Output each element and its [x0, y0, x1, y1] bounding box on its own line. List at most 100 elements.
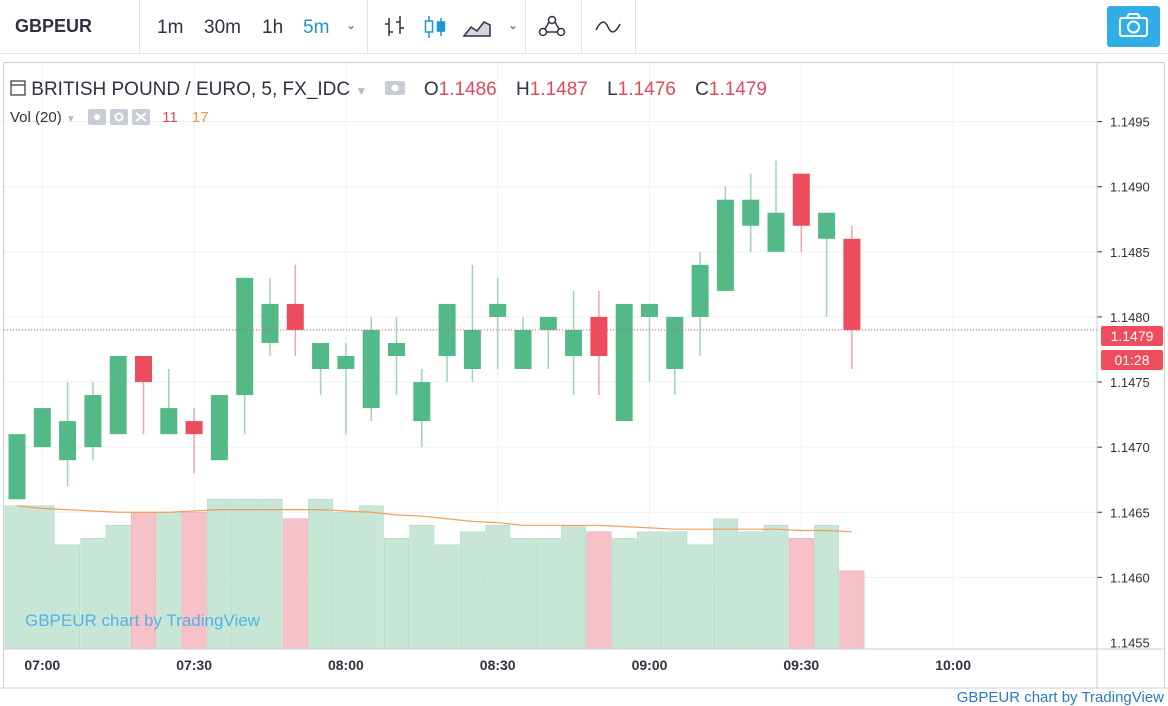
candle[interactable] — [463, 264, 481, 383]
footer-credit-link[interactable]: GBPEUR chart by TradingView — [956, 689, 1164, 706]
candle[interactable] — [109, 356, 127, 435]
candle-body — [792, 173, 810, 226]
volume-bar — [485, 524, 511, 650]
y-tick-label: 1.1480 — [1110, 310, 1150, 325]
candle[interactable] — [767, 160, 785, 252]
candle[interactable] — [362, 316, 380, 422]
top-toolbar: GBPEUR 1m 30m 1h 5m ⌄ ⌄ — [0, 0, 1168, 54]
volume-bar — [510, 538, 536, 650]
candle[interactable] — [565, 290, 583, 396]
volume-bar — [333, 511, 359, 650]
candle[interactable] — [716, 186, 734, 291]
candle[interactable] — [641, 303, 658, 383]
toolbar-divider — [581, 0, 582, 54]
candle[interactable] — [691, 251, 709, 356]
interval-dropdown-chevron-icon[interactable]: ⌄ — [346, 18, 357, 32]
candle-body — [463, 329, 481, 370]
candles-chart-style-icon[interactable] — [420, 12, 450, 42]
candle-body — [716, 199, 734, 291]
candle[interactable] — [514, 316, 532, 370]
candle[interactable] — [8, 434, 26, 500]
y-tick-label: 1.1460 — [1110, 570, 1150, 585]
volume-bar — [105, 524, 131, 650]
candle[interactable] — [792, 173, 810, 252]
candle-body — [438, 303, 456, 356]
symbol-legend: BRITISH POUND / EURO, 5, FX_IDC ▼ O1.148… — [10, 79, 767, 101]
volume-dropdown-chevron-icon[interactable]: ▼ — [65, 114, 76, 125]
indicators-icon[interactable] — [593, 12, 623, 42]
y-tick-label: 1.1495 — [1110, 115, 1150, 130]
candle-body — [185, 421, 203, 435]
candle[interactable] — [590, 290, 608, 396]
area-chart-style-icon[interactable] — [462, 12, 492, 42]
collapse-legend-icon[interactable] — [10, 80, 26, 96]
x-tick-label: 09:00 — [632, 657, 668, 673]
candle-body — [261, 303, 279, 343]
candle[interactable] — [210, 395, 228, 461]
candle[interactable] — [312, 342, 330, 396]
candle-body — [615, 303, 633, 422]
candle[interactable] — [539, 316, 557, 370]
candle[interactable] — [33, 408, 51, 448]
eye-icon[interactable] — [384, 81, 405, 95]
candle[interactable] — [59, 382, 77, 487]
toolbar-divider — [139, 0, 140, 54]
symbol-name[interactable]: GBPEUR — [15, 16, 93, 36]
candle[interactable] — [615, 303, 633, 422]
candle[interactable] — [438, 303, 456, 383]
gear-icon[interactable] — [109, 109, 128, 125]
eye-icon[interactable] — [87, 109, 106, 125]
volume-bar — [637, 531, 662, 650]
interval-5m-button[interactable]: 5m — [303, 17, 330, 38]
chart-area[interactable] — [3, 62, 1165, 688]
candle-body — [135, 356, 152, 383]
volume-bar — [55, 544, 81, 650]
candle[interactable] — [388, 316, 405, 396]
series-dropdown-chevron-icon[interactable]: ▼ — [355, 84, 368, 98]
volume-bar — [156, 511, 182, 650]
camera-icon — [1119, 13, 1148, 37]
bar-chart-style-icon[interactable] — [380, 12, 410, 42]
candle[interactable] — [185, 408, 203, 474]
toolbar-divider — [367, 0, 368, 54]
volume-bar — [282, 518, 308, 650]
y-tick-label: 1.1475 — [1110, 375, 1150, 390]
candle[interactable] — [843, 225, 861, 370]
candle[interactable] — [135, 356, 152, 435]
candle[interactable] — [236, 277, 254, 435]
interval-1m-button[interactable]: 1m — [157, 17, 184, 38]
volume-bar — [763, 524, 789, 650]
volume-bar — [29, 505, 55, 650]
candle[interactable] — [818, 212, 836, 317]
volume-bar — [687, 544, 713, 650]
candle[interactable] — [666, 316, 684, 396]
x-tick-label: 09:30 — [783, 657, 819, 673]
candle[interactable] — [261, 277, 279, 356]
compare-symbols-icon[interactable] — [537, 12, 567, 42]
volume-bar — [738, 531, 764, 650]
volume-legend: Vol (20) ▼ 11 17 — [10, 109, 209, 126]
candle[interactable] — [413, 369, 431, 448]
volume-bar — [586, 531, 612, 650]
interval-30m-button[interactable]: 30m — [204, 17, 241, 38]
chart-style-dropdown-chevron-icon[interactable]: ⌄ — [508, 18, 519, 32]
volume-bar — [206, 498, 232, 650]
snapshot-button[interactable] — [1107, 6, 1160, 47]
candle[interactable] — [160, 369, 178, 435]
candle-body — [337, 356, 355, 370]
low-value: 1.1476 — [617, 79, 676, 100]
chart-watermark[interactable]: GBPEUR chart by TradingView — [25, 611, 260, 630]
close-icon[interactable] — [131, 109, 150, 125]
y-tick-label: 1.1485 — [1110, 245, 1150, 260]
candle[interactable] — [337, 342, 355, 435]
volume-bar — [181, 511, 207, 650]
candle-body — [84, 395, 102, 448]
interval-1h-button[interactable]: 1h — [262, 17, 284, 38]
candle[interactable] — [489, 277, 507, 370]
candle[interactable] — [286, 264, 304, 356]
candle[interactable] — [742, 173, 760, 252]
volume-value: 11 — [162, 109, 178, 126]
candle[interactable] — [84, 382, 102, 461]
candle-body — [413, 382, 431, 422]
